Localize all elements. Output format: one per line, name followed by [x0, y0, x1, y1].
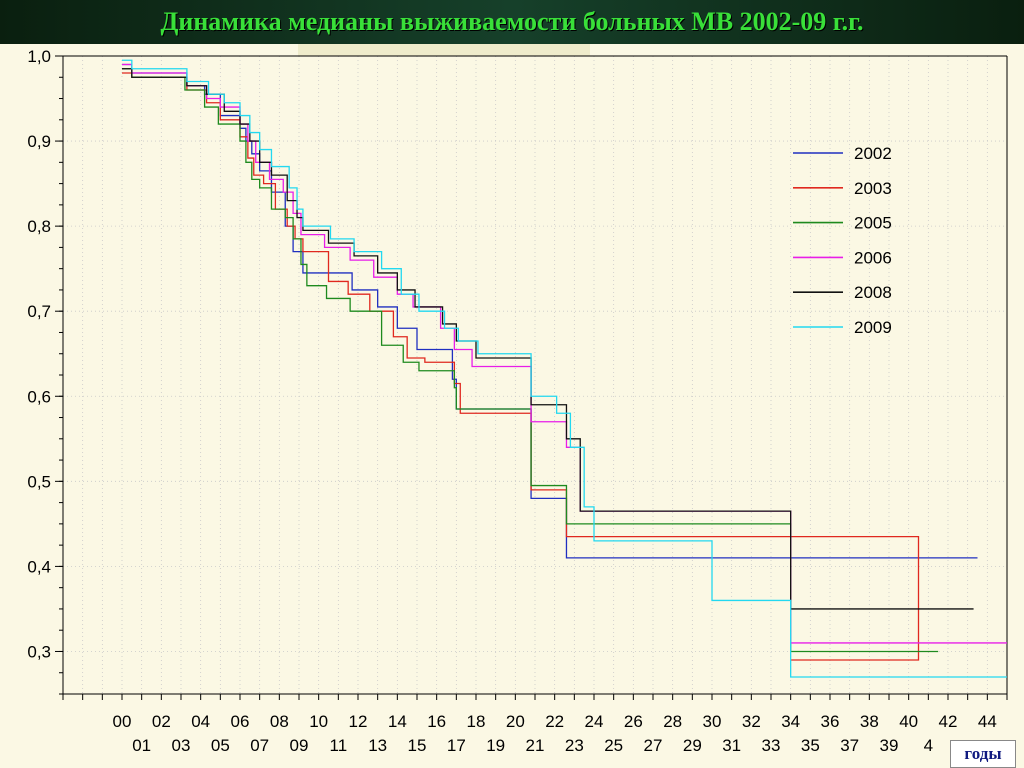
x-tick-label-upper: 14 [388, 712, 407, 731]
x-tick-label-lower: 15 [408, 736, 427, 755]
x-tick-label-lower: 39 [880, 736, 899, 755]
x-tick-label-lower: 23 [565, 736, 584, 755]
x-tick-label-upper: 16 [427, 712, 446, 731]
series-line-2009 [122, 59, 1007, 678]
x-tick-label-upper: 00 [113, 712, 132, 731]
x-tick-label-upper: 26 [624, 712, 643, 731]
y-tick-label: 0,3 [27, 642, 51, 661]
x-tick-label-upper: 08 [270, 712, 289, 731]
x-tick-label-lower: 07 [250, 736, 269, 755]
x-tick-label-lower: 17 [447, 736, 466, 755]
x-tick-label-lower: 05 [211, 736, 230, 755]
x-tick-label-upper: 42 [939, 712, 958, 731]
series-line-2005 [122, 68, 939, 653]
legend-label-2002: 2002 [854, 144, 892, 163]
y-tick-label: 0,4 [27, 557, 51, 576]
x-tick-label-lower: 03 [172, 736, 191, 755]
x-tick-label-lower: 11 [330, 736, 348, 755]
legend-label-2009: 2009 [854, 318, 892, 337]
x-tick-label-upper: 06 [231, 712, 250, 731]
x-tick-label-lower: 37 [840, 736, 859, 755]
legend-label-2005: 2005 [854, 214, 892, 233]
legend-label-2008: 2008 [854, 283, 892, 302]
x-tick-label-upper: 04 [191, 712, 210, 731]
x-tick-label-upper: 10 [309, 712, 328, 731]
x-tick-label-lower: 35 [801, 736, 820, 755]
y-tick-label: 0,5 [27, 472, 51, 491]
x-tick-label-lower: 01 [132, 736, 151, 755]
x-tick-label-lower: 21 [526, 736, 545, 755]
y-tick-label: 0,7 [27, 302, 51, 321]
x-tick-label-lower: 29 [683, 736, 702, 755]
x-tick-label-upper: 18 [467, 712, 486, 731]
x-tick-label-upper: 34 [781, 712, 800, 731]
x-tick-label-upper: 22 [545, 712, 564, 731]
plot-area [63, 56, 1007, 694]
x-tick-label-upper: 36 [821, 712, 840, 731]
x-tick-label-upper: 32 [742, 712, 761, 731]
x-tick-label-lower: 33 [762, 736, 781, 755]
x-tick-label-lower: 13 [368, 736, 387, 755]
y-tick-label: 1,0 [27, 47, 51, 66]
chart-title: Динамика медианы выживаемости больных МВ… [160, 7, 864, 36]
legend-label-2006: 2006 [854, 248, 892, 267]
legend-label-2003: 2003 [854, 179, 892, 198]
title-bar: Динамика медианы выживаемости больных МВ… [0, 0, 1024, 44]
y-tick-label: 0,8 [27, 217, 51, 236]
x-tick-label-lower: 4 [924, 736, 933, 755]
x-tick-label-lower: 19 [486, 736, 505, 755]
y-tick-label: 0,6 [27, 387, 51, 406]
x-tick-label-upper: 38 [860, 712, 879, 731]
x-tick-label-upper: 40 [899, 712, 918, 731]
y-tick-label: 0,9 [27, 132, 51, 151]
x-tick-label-lower: 31 [722, 736, 741, 755]
series-line-2003 [122, 72, 920, 661]
x-tick-label-upper: 44 [978, 712, 997, 731]
x-tick-label-lower: 25 [604, 736, 623, 755]
x-unit-label: годы [950, 740, 1016, 768]
x-tick-label-upper: 12 [349, 712, 368, 731]
x-tick-label-upper: 24 [585, 712, 604, 731]
x-tick-label-lower: 27 [644, 736, 663, 755]
x-tick-label-upper: 02 [152, 712, 171, 731]
x-tick-label-upper: 28 [663, 712, 682, 731]
x-tick-label-lower: 09 [290, 736, 309, 755]
x-tick-label-upper: 30 [703, 712, 722, 731]
x-tick-label-upper: 20 [506, 712, 525, 731]
